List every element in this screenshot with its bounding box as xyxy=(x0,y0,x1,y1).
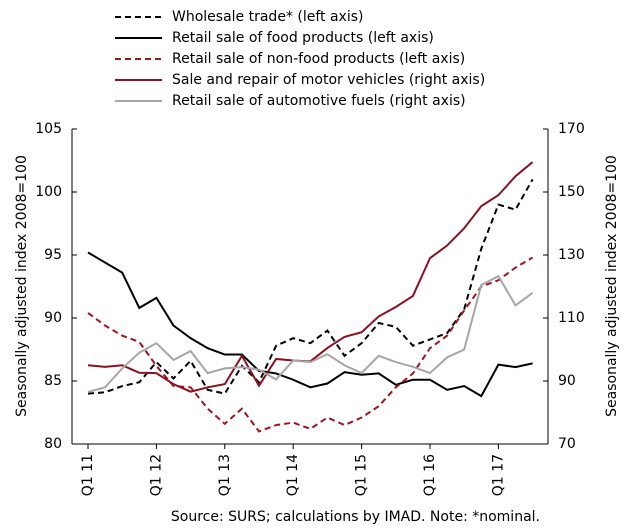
y-tick-label: 100 xyxy=(35,184,62,200)
source-note: Source: SURS; calculations by IMAD. Note… xyxy=(171,509,540,525)
y2-axis-title: Seasonally adjusted index 2008=100 xyxy=(604,155,620,417)
y2-tick-label: 110 xyxy=(558,310,585,326)
legend-label: Sale and repair of motor vehicles (right… xyxy=(172,72,485,88)
x-tick-label: Q1 14 xyxy=(285,454,301,496)
y2-tick-label: 150 xyxy=(558,184,585,200)
legend-label: Retail sale of non-food products (left a… xyxy=(172,51,465,67)
y2-tick-label: 70 xyxy=(558,436,576,452)
y2-tick-label: 170 xyxy=(558,121,585,137)
x-tick-label: Q1 11 xyxy=(80,454,96,496)
series-line xyxy=(87,274,534,393)
series-line xyxy=(87,161,534,393)
y2-tick-label: 130 xyxy=(558,247,585,263)
x-tick-label: Q1 12 xyxy=(148,454,164,496)
x-tick-label: Q1 17 xyxy=(490,454,506,496)
y2-tick-label: 90 xyxy=(558,373,576,389)
legend-label: Retail sale of automotive fuels (right a… xyxy=(172,93,466,109)
y-tick-label: 95 xyxy=(44,247,62,263)
legend-label: Wholesale trade* (left axis) xyxy=(172,9,363,25)
y-tick-label: 80 xyxy=(44,436,62,452)
x-tick-label: Q1 13 xyxy=(217,454,233,496)
legend-label: Retail sale of food products (left axis) xyxy=(172,30,434,46)
x-tick-label: Q1 15 xyxy=(354,454,370,496)
series-line xyxy=(87,178,534,395)
y-tick-label: 90 xyxy=(44,310,62,326)
y-axis-title: Seasonally adjusted index 2008=100 xyxy=(14,155,30,417)
y-tick-label: 85 xyxy=(44,373,62,389)
x-tick-label: Q1 16 xyxy=(422,454,438,496)
series-line xyxy=(87,251,533,398)
y-tick-label: 105 xyxy=(35,121,62,137)
series-line xyxy=(87,256,534,433)
